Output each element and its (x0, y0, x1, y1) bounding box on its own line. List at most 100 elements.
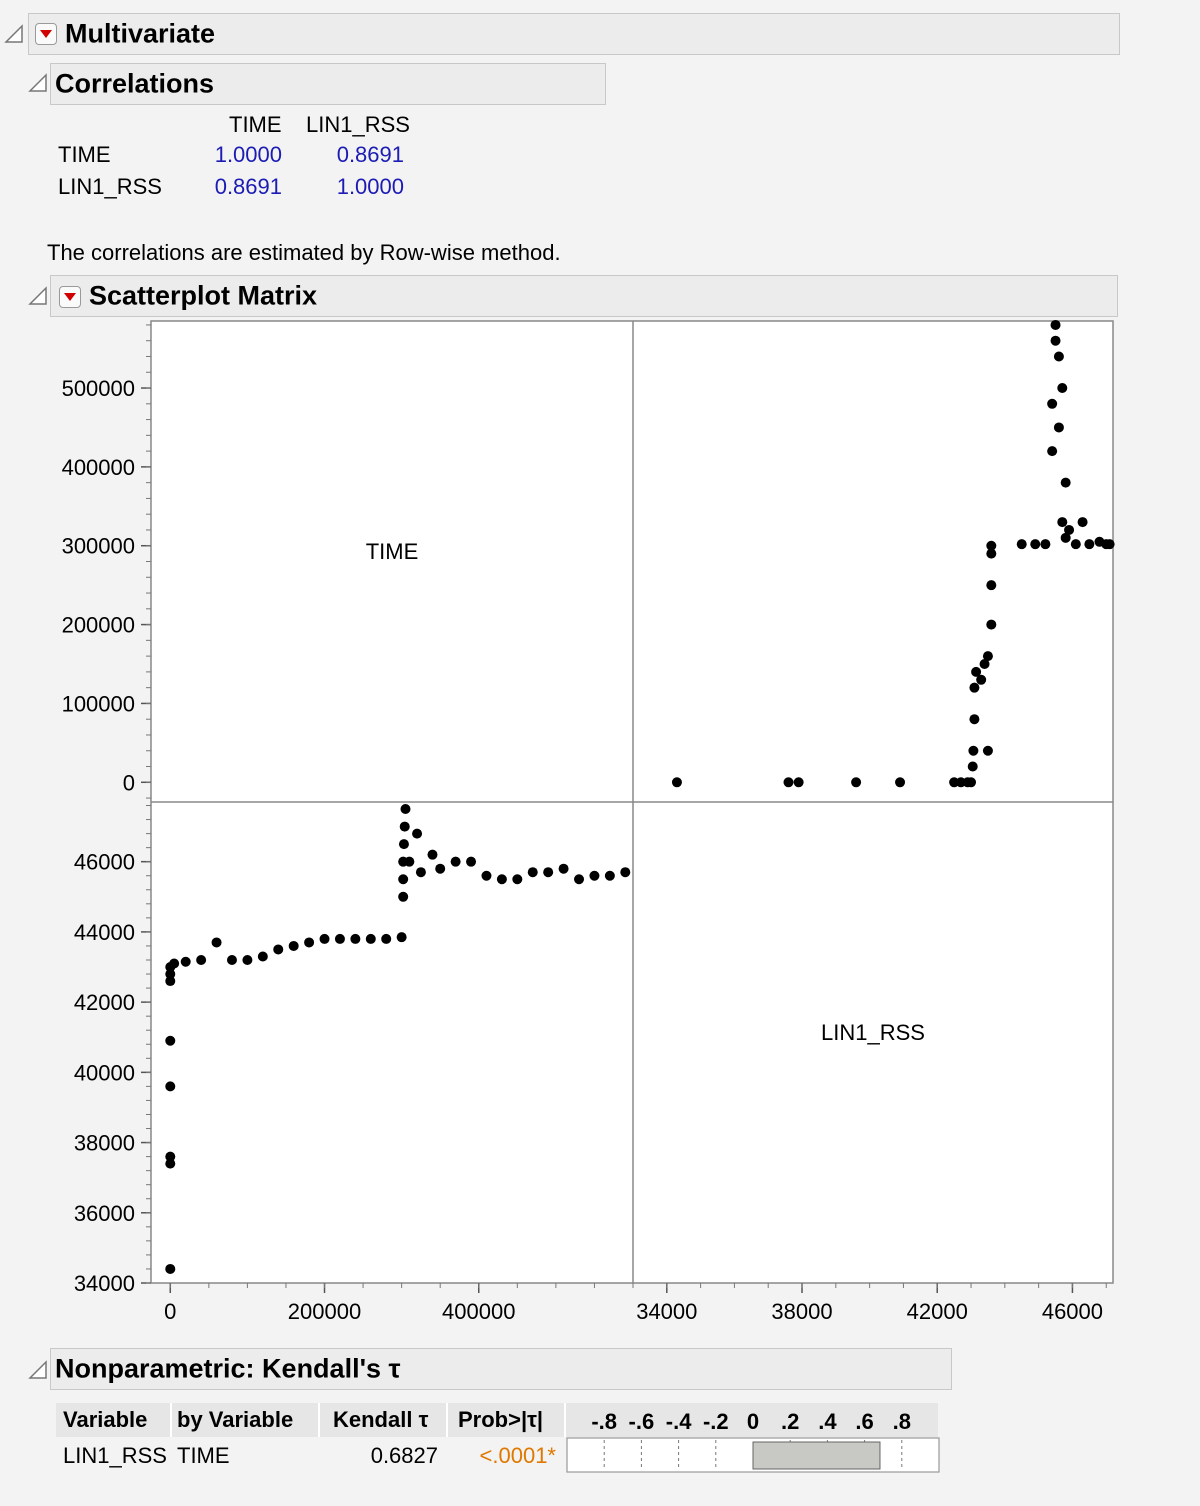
kendall-tau-bar (752, 1441, 881, 1470)
data-point (986, 540, 997, 551)
data-point (180, 956, 191, 967)
kendall-bar-chart: -.8 -.6 -.4 -.2 0 .2 .4 .6 .8 (566, 1409, 940, 1473)
data-point (450, 856, 461, 867)
data-point (1053, 351, 1064, 362)
collapse-triangle-icon[interactable] (28, 1360, 48, 1380)
data-point (979, 659, 990, 670)
data-point (1050, 319, 1061, 330)
data-point (396, 932, 407, 943)
data-point (496, 874, 507, 885)
y-tick-label: 500000 (62, 376, 135, 401)
data-point (381, 933, 392, 944)
data-point (971, 666, 982, 677)
diag-label-lin1rss: LIN1_RSS (821, 1020, 925, 1045)
data-point (412, 828, 423, 839)
data-point (982, 651, 993, 662)
scatterplot-menu-button[interactable] (59, 286, 81, 308)
data-point (334, 933, 345, 944)
data-point (481, 870, 492, 881)
data-point (986, 548, 997, 559)
kendall-bar-tick-label: -.4 (666, 1409, 692, 1434)
y-tick-label: 100000 (62, 691, 135, 716)
data-point (466, 856, 477, 867)
multivariate-title: Multivariate (65, 18, 216, 49)
corr-value: 0.8691 (214, 174, 282, 199)
y-tick-label: 400000 (62, 455, 135, 480)
kendall-header-variable: Variable (63, 1407, 148, 1432)
kendall-col-divider (446, 1403, 448, 1437)
multivariate-menu-button[interactable] (35, 23, 57, 45)
data-point (165, 1035, 176, 1046)
y-tick-label: 40000 (74, 1060, 135, 1085)
corr-row-label-time: TIME (58, 142, 111, 167)
collapse-triangle-icon[interactable] (28, 286, 48, 306)
kendall-variable: LIN1_RSS (63, 1443, 167, 1468)
kendall-bar-tick-label: -.8 (591, 1409, 617, 1434)
kendall-prob-value: <.0001* (479, 1443, 556, 1468)
corr-col-header-lin1rss: LIN1_RSS (306, 112, 410, 137)
data-point (165, 1158, 176, 1169)
data-point (589, 870, 600, 881)
data-point (165, 1263, 176, 1274)
kendall-header-tau: Kendall τ (333, 1407, 429, 1432)
x-tick-label: 46000 (1042, 1299, 1103, 1324)
correlations-header: Correlations (50, 63, 606, 105)
corr-value: 0.8691 (336, 142, 404, 167)
kendall-bar-tick-label: .2 (781, 1409, 799, 1434)
y-tick-label: 38000 (74, 1131, 135, 1156)
data-point (319, 933, 330, 944)
data-point (783, 777, 794, 788)
data-point (1016, 539, 1027, 550)
x-tick-label: 200000 (288, 1299, 361, 1324)
corr-row-label-lin1rss: LIN1_RSS (58, 174, 162, 199)
data-point (165, 1081, 176, 1092)
data-point (273, 944, 284, 955)
data-point (986, 619, 997, 630)
y-tick-label: 46000 (74, 850, 135, 875)
data-point (1060, 477, 1071, 488)
y-tick-label: 300000 (62, 534, 135, 559)
y-tick-label: 44000 (74, 920, 135, 945)
data-point (793, 777, 804, 788)
kendall-title: Nonparametric: Kendall's τ (55, 1353, 401, 1384)
diag-label-time: TIME (366, 539, 419, 564)
corr-col-header-time: TIME (229, 112, 282, 137)
data-point (196, 954, 207, 965)
data-point (851, 777, 862, 788)
x-tick-label: 0 (164, 1299, 176, 1324)
collapse-triangle-icon[interactable] (4, 24, 24, 44)
x-tick-label: 42000 (907, 1299, 968, 1324)
multivariate-header: Multivariate (28, 13, 1120, 55)
kendall-bar-tick-label: .4 (818, 1409, 837, 1434)
data-point (398, 874, 409, 885)
y-tick-label: 36000 (74, 1201, 135, 1226)
correlations-note: The correlations are estimated by Row-wi… (47, 240, 561, 265)
kendall-header: Nonparametric: Kendall's τ (50, 1348, 952, 1390)
data-point (1060, 532, 1071, 543)
kendall-header-prob: Prob>|τ| (458, 1407, 544, 1432)
y-tick-label: 0 (123, 770, 135, 795)
data-point (527, 867, 538, 878)
data-point (226, 954, 237, 965)
data-point (1077, 517, 1088, 528)
x-tick-label: 400000 (442, 1299, 515, 1324)
data-point (604, 870, 615, 881)
data-point (1050, 335, 1061, 346)
data-point (982, 745, 993, 756)
data-point (398, 839, 409, 850)
kendall-col-divider (564, 1403, 566, 1437)
corr-value: 1.0000 (336, 174, 404, 199)
kendall-bar-tick-label: -.2 (703, 1409, 729, 1434)
data-point (620, 867, 631, 878)
kendall-bar-tick-label: .6 (855, 1409, 873, 1434)
collapse-triangle-icon[interactable] (28, 73, 48, 93)
data-point (211, 937, 222, 948)
data-point (1047, 398, 1058, 409)
kendall-tau-value: 0.6827 (370, 1443, 438, 1468)
data-point (257, 951, 268, 962)
kendall-table-header-bg (56, 1403, 938, 1437)
data-point (435, 863, 446, 874)
data-point (1040, 539, 1051, 550)
data-point (398, 891, 409, 902)
data-point (427, 849, 438, 860)
